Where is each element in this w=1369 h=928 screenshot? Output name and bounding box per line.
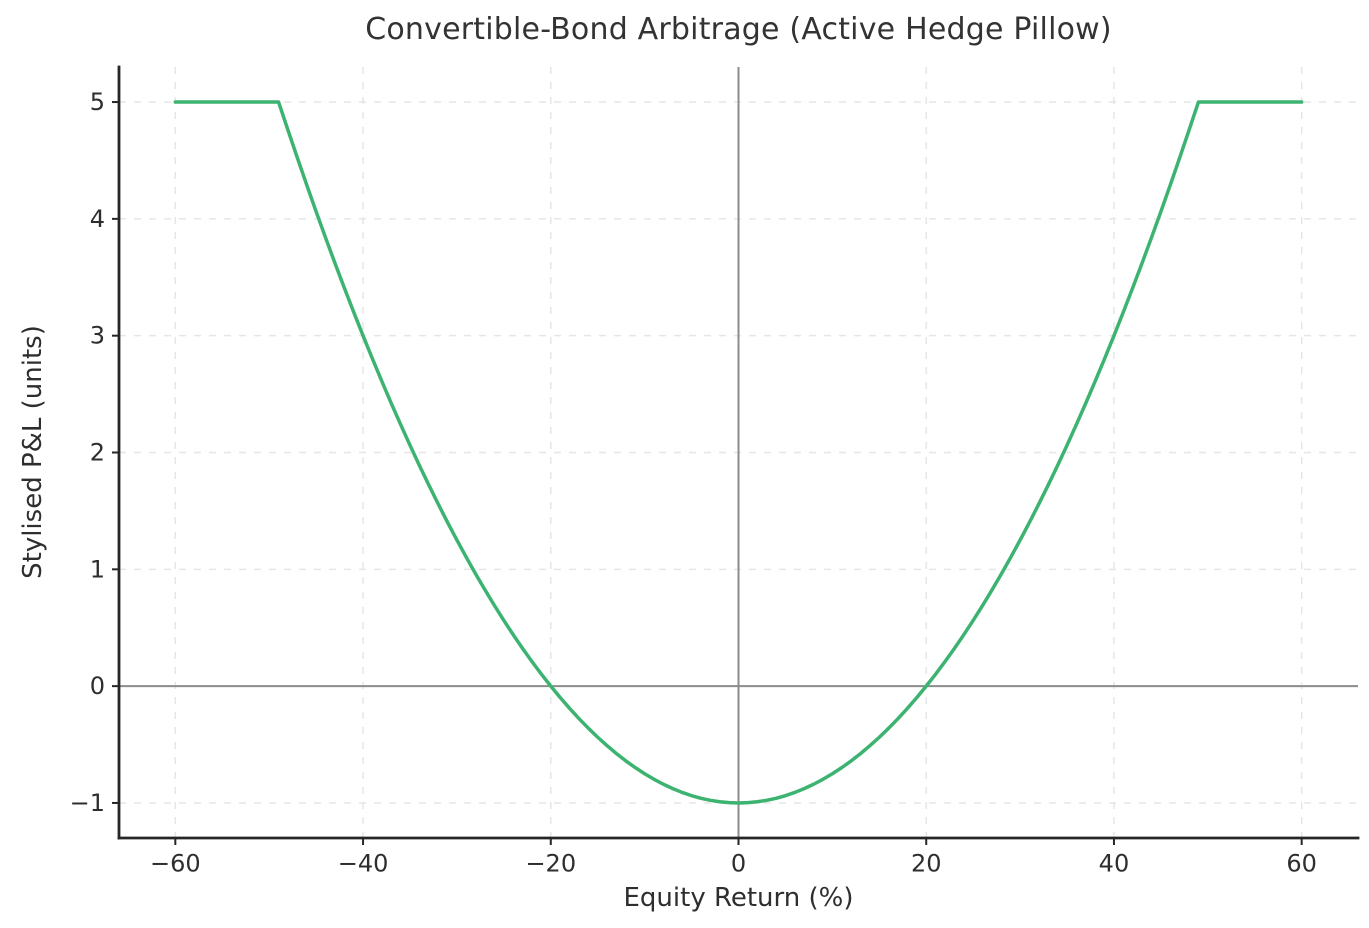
x-axis-label: Equity Return (%) [623,883,854,913]
x-tick-label: −60 [150,850,201,878]
ticks [112,101,1303,845]
y-tick-label: 1 [90,555,105,583]
y-tick-label: 5 [90,88,105,116]
y-tick-label: −1 [70,789,105,817]
x-tick-label: −40 [338,850,389,878]
y-tick-label: 3 [90,322,105,350]
y-tick-label: 4 [90,205,105,233]
x-tick-label: −20 [525,850,576,878]
x-tick-label: 20 [911,850,942,878]
y-tick-label: 0 [90,672,105,700]
chart-title: Convertible-Bond Arbitrage (Active Hedge… [365,12,1112,47]
zero-reference-lines [119,67,1358,838]
x-tick-label: 40 [1099,850,1130,878]
y-tick-label: 2 [90,439,105,467]
x-tick-label: 0 [731,850,746,878]
x-tick-label: 60 [1286,850,1317,878]
pnl-curve [173,100,1304,805]
